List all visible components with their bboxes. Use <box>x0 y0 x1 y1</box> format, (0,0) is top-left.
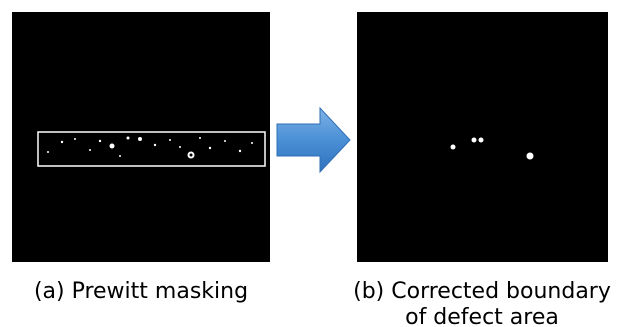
caption-b-line1: (b) Corrected boundary <box>353 279 611 304</box>
caption-a: (a) Prewitt masking <box>34 279 248 304</box>
panel-b-image <box>357 12 608 262</box>
panel-a-image <box>12 12 270 262</box>
caption-b-line2: of defect area <box>405 305 559 327</box>
arrow <box>277 108 350 172</box>
figure: (a) Prewitt masking (b) Corrected bounda… <box>0 0 624 327</box>
